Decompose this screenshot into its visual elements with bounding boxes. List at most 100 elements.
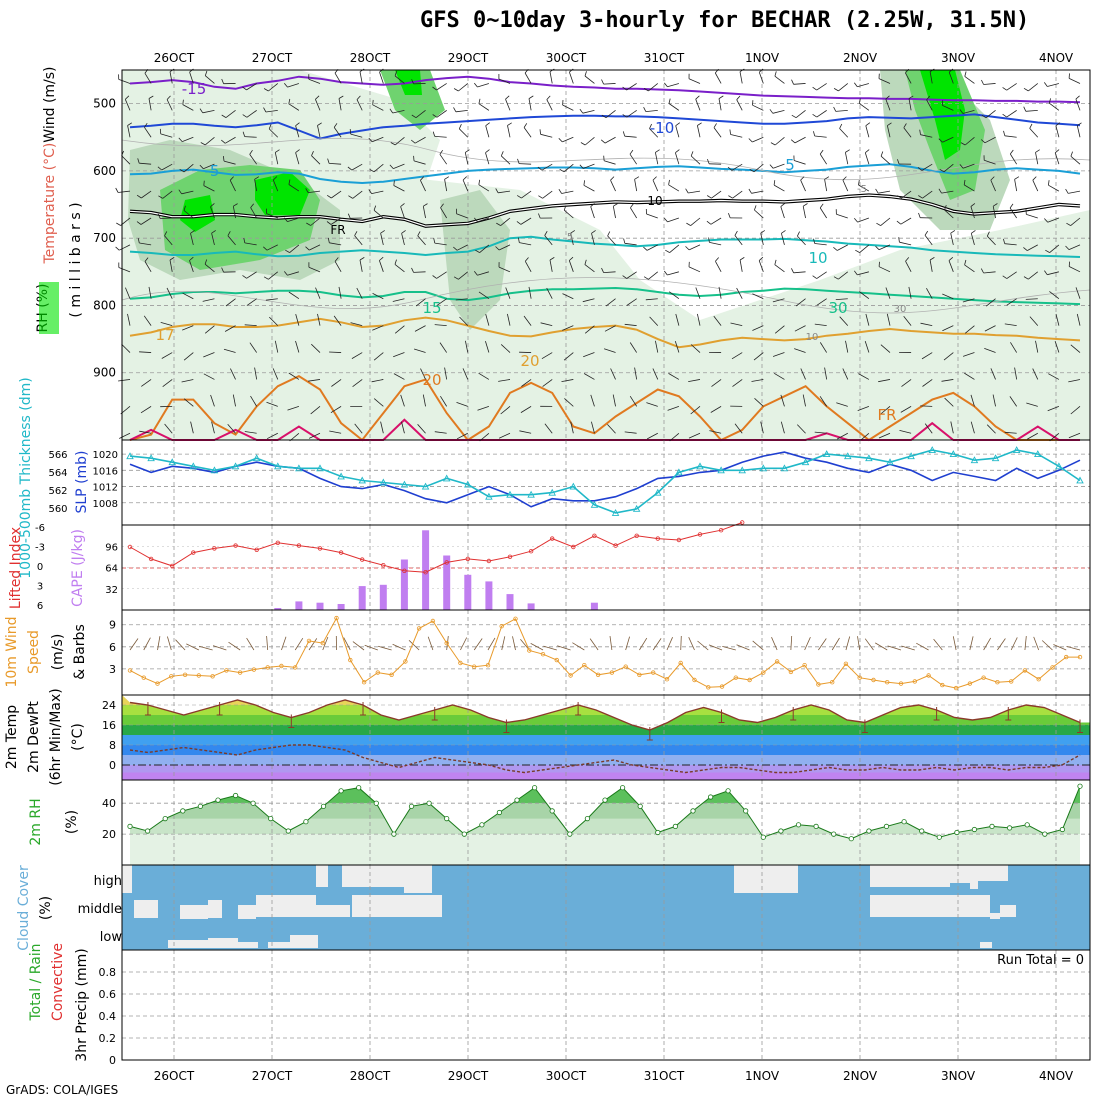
wind-barb	[166, 287, 173, 299]
wind-barb	[1025, 109, 1038, 112]
wind-barb	[629, 153, 637, 165]
surface-barb	[1053, 644, 1067, 651]
wind-barb	[444, 179, 448, 192]
wind-barb	[774, 264, 785, 273]
thickness-marker	[844, 452, 852, 460]
wind-barb	[546, 99, 553, 111]
wind-barb-flag	[473, 270, 478, 276]
rh-marker	[707, 794, 714, 800]
li-tick-label: 3	[37, 582, 43, 593]
top-date-label: 26OCT	[154, 51, 195, 65]
wind-barb	[878, 244, 891, 251]
wind-barb	[603, 271, 616, 273]
wind-barb	[688, 432, 701, 439]
wind-barb	[563, 352, 574, 361]
wind-barb	[144, 127, 152, 138]
bottom-date-label: 28OCT	[350, 1069, 391, 1083]
thickness-marker	[717, 466, 725, 474]
wind-barb	[118, 79, 131, 84]
wind-barb	[569, 71, 574, 84]
wind-barb	[524, 261, 532, 273]
wind-barb	[202, 298, 215, 302]
wind-barb-flag	[1075, 95, 1080, 100]
wind-barb	[373, 163, 384, 173]
wind-barb-flag	[394, 259, 397, 265]
wind-barb	[393, 185, 405, 192]
wind-barb-flag	[440, 203, 444, 208]
wind-barb-flag	[917, 167, 923, 171]
cape-bar	[337, 604, 345, 610]
wind-barb	[736, 99, 743, 111]
wind-barb	[797, 424, 806, 434]
wind-barb	[485, 125, 490, 138]
wind-barb	[295, 340, 300, 353]
wind-barb	[434, 136, 447, 138]
wind-barb-flag	[485, 122, 490, 127]
isotherm-label: 20	[422, 371, 441, 389]
wind-barb-flag	[444, 176, 450, 180]
rh-marker	[215, 797, 221, 803]
wind-barb-flag	[685, 188, 689, 194]
wind-speed-marker	[1077, 654, 1083, 660]
wind-barb-flag	[495, 188, 499, 193]
rh-marker	[672, 823, 679, 830]
wind-barb	[730, 134, 743, 138]
wind-barb-flag	[538, 195, 543, 199]
wind-barb-flag	[800, 176, 805, 181]
wind-barb-flag	[938, 138, 943, 143]
wind-barb	[1006, 271, 1017, 279]
wind-speed-marker	[898, 681, 904, 686]
axis-label-part: CAPE (J/kg)	[70, 529, 86, 607]
wind-barb	[160, 217, 173, 219]
li-tick-label: -6	[35, 523, 45, 534]
wind-barb-flag	[981, 79, 984, 85]
rh-marker	[1077, 783, 1083, 789]
wind-barb	[984, 159, 996, 165]
wind-barb-flag	[190, 230, 195, 234]
wind-barb	[964, 264, 975, 273]
pressure-tick-label: 600	[93, 164, 116, 178]
wind-barb-flag	[453, 107, 457, 112]
wind-barb-flag	[929, 257, 935, 261]
wind-barb	[885, 98, 891, 111]
wind-barb-flag	[517, 158, 520, 164]
wind-barb	[964, 372, 975, 380]
wind-barb-flag	[473, 217, 478, 223]
wind-barb-flag	[791, 268, 794, 273]
wind-barb	[393, 373, 405, 380]
wind-barb	[354, 235, 363, 246]
wind-barb	[668, 373, 680, 380]
wind-barb-flag	[601, 114, 607, 119]
wind-barb	[880, 217, 891, 226]
wind-barb	[1070, 344, 1081, 353]
rh-marker	[180, 808, 186, 814]
axis-label-part: 2m RH	[28, 798, 44, 845]
wind-barb	[359, 259, 363, 272]
wind-barb-flag	[559, 169, 565, 173]
wind-barb	[964, 136, 975, 146]
wind-barb	[793, 160, 806, 165]
wind-barb	[905, 261, 912, 273]
li-marker	[360, 557, 365, 562]
wind-barb-flag	[1023, 106, 1027, 112]
wind-barb	[713, 127, 722, 138]
wind-barb	[652, 179, 659, 192]
wind-barb-flag	[305, 188, 309, 193]
wind-barb-flag	[283, 217, 288, 222]
wind-barb	[990, 368, 996, 380]
top-date-label: 2NOV	[843, 51, 878, 65]
wind-barb	[900, 217, 912, 225]
rh-marker	[760, 834, 766, 840]
thickness-marker	[231, 462, 240, 470]
wind-barb	[591, 233, 595, 246]
wind-barb	[903, 315, 912, 326]
wind-barb	[1048, 373, 1060, 380]
wind-barb	[182, 292, 194, 300]
axis-label-part: 3hr Precip (mm)	[74, 948, 90, 1061]
wind-barb	[857, 271, 869, 276]
rh-marker	[743, 808, 749, 814]
wind-speed-line	[129, 616, 1080, 689]
wind-barb-flag	[865, 149, 870, 154]
li-marker	[718, 528, 724, 533]
wind-barb	[885, 287, 891, 299]
